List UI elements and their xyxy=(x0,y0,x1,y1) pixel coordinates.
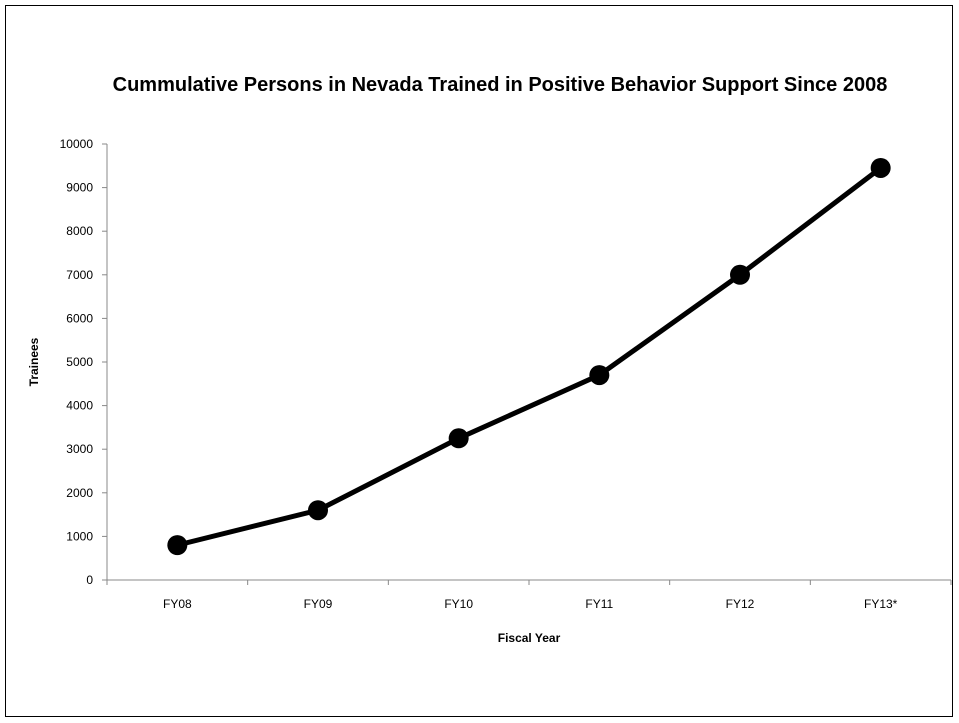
series-line xyxy=(176,165,883,548)
chart-title: Cummulative Persons in Nevada Trained in… xyxy=(112,74,888,96)
data-point xyxy=(308,500,328,521)
y-tick-label: 6000 xyxy=(66,311,93,325)
x-tick-label: FY13* xyxy=(864,597,898,611)
y-tick-label: 5000 xyxy=(66,355,93,369)
x-tick-label: FY08 xyxy=(163,597,192,611)
x-tick-label: FY12 xyxy=(726,597,755,611)
y-tick-label: 8000 xyxy=(66,224,93,238)
y-axis-title: Trainees xyxy=(27,337,41,386)
x-tick-label: FY10 xyxy=(444,597,473,611)
data-point xyxy=(448,428,469,449)
x-axis-title: Fiscal Year xyxy=(498,631,561,645)
y-tick-label: 2000 xyxy=(66,486,93,500)
y-tick-label: 0 xyxy=(86,573,93,587)
y-tick-label: 3000 xyxy=(66,442,93,456)
y-tick-label: 10000 xyxy=(60,137,94,151)
data-point xyxy=(730,264,750,285)
data-point xyxy=(870,157,891,178)
data-point xyxy=(167,535,188,556)
x-tick-label: FY11 xyxy=(585,597,613,611)
data-point xyxy=(589,365,610,386)
y-tick-label: 7000 xyxy=(66,268,93,282)
y-tick-label: 9000 xyxy=(66,181,93,195)
x-tick-label: FY09 xyxy=(304,597,333,611)
y-tick-label: 4000 xyxy=(66,399,93,413)
y-tick-label: 1000 xyxy=(66,529,93,543)
chart-frame xyxy=(5,5,953,717)
